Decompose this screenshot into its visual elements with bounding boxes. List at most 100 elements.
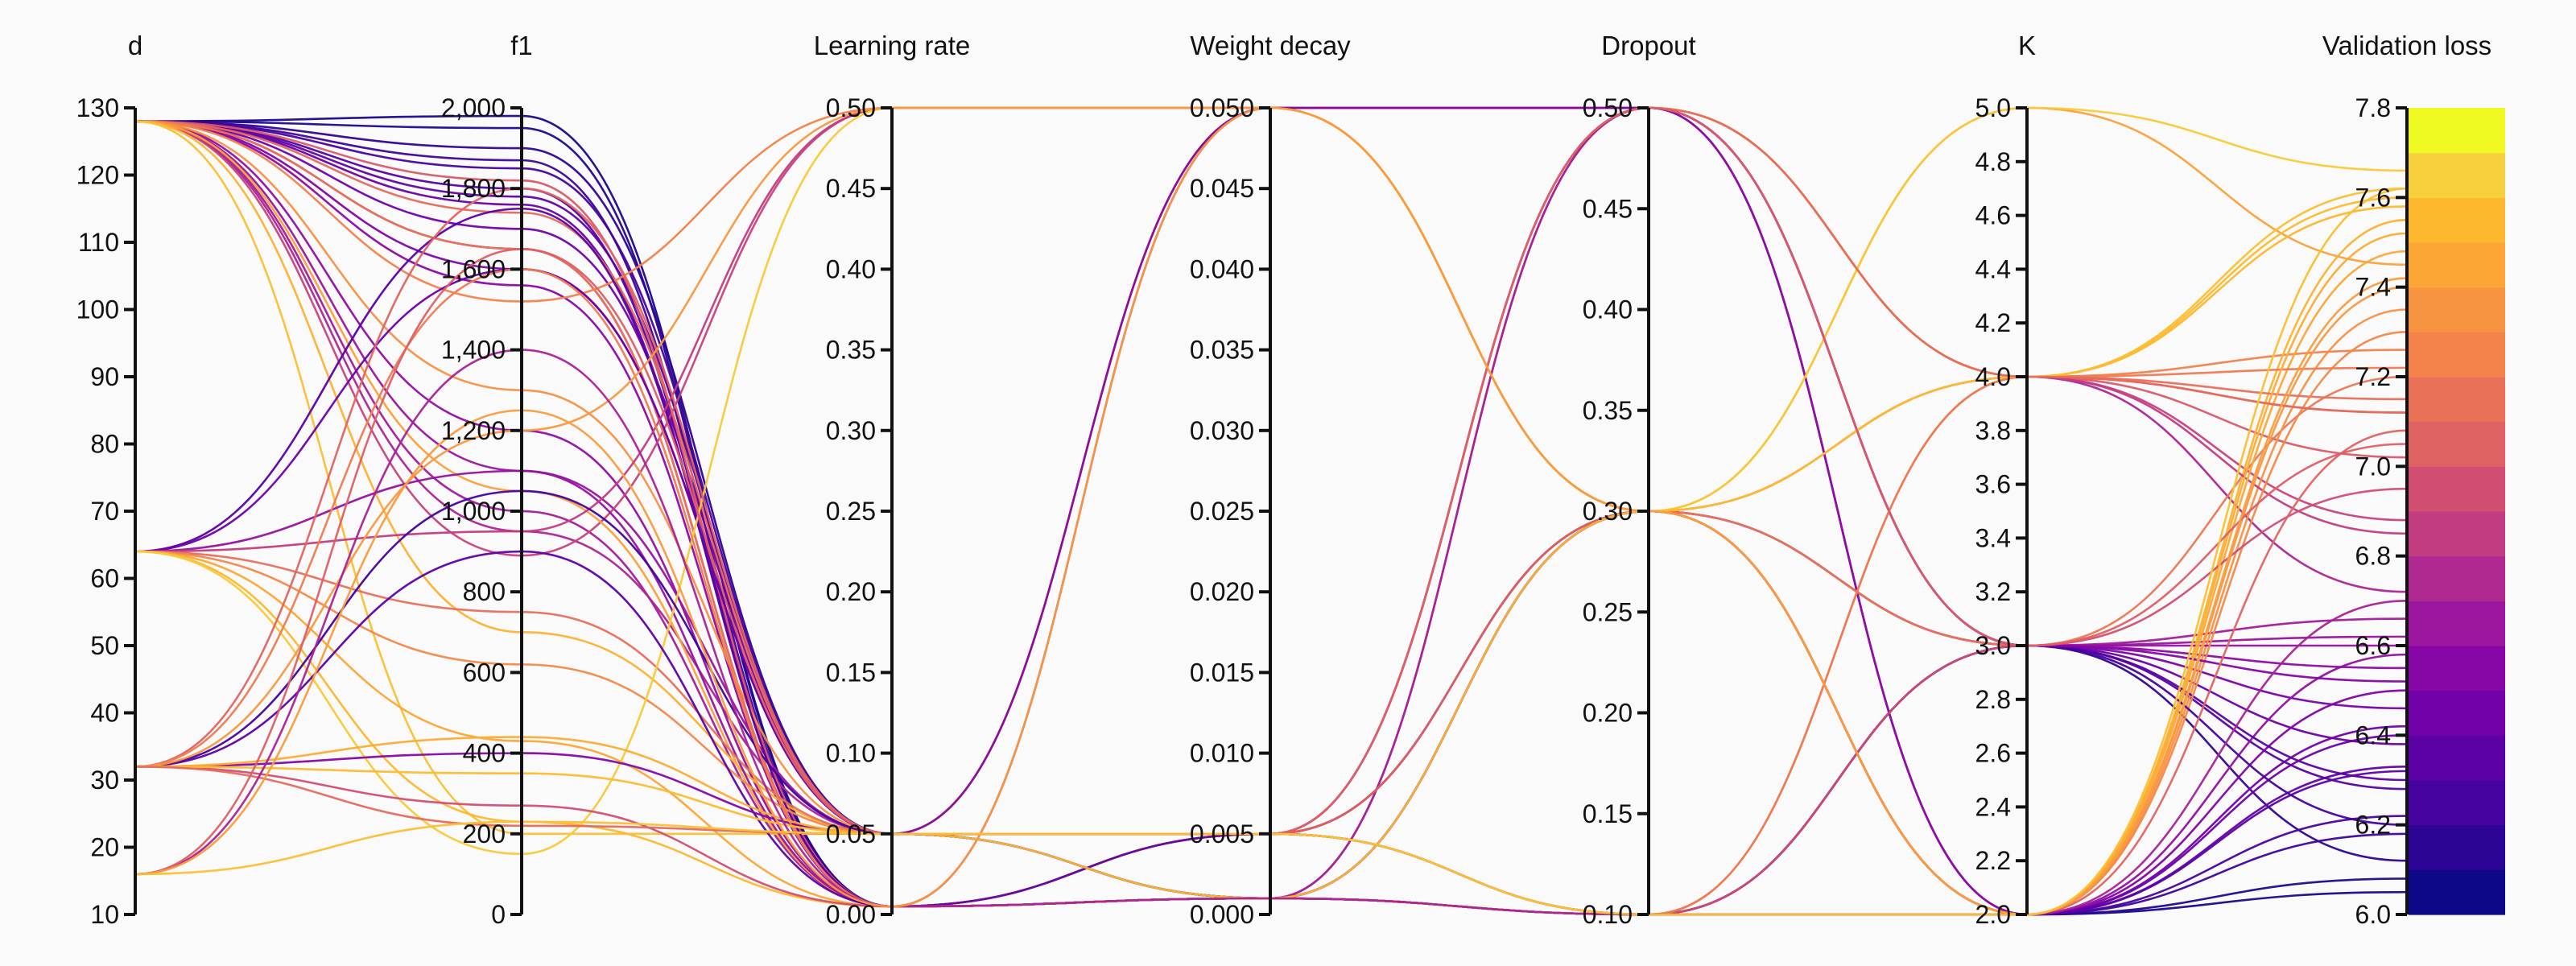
axis-0: d 10 20 30 40 50 60 70 80 90 100 110 120 130 [76, 31, 143, 929]
colorbar-segment [2409, 869, 2505, 915]
tick-label: 0.020 [1190, 577, 1254, 606]
axis-title: Dropout [1601, 31, 1695, 60]
tick-label: 0.40 [1583, 295, 1633, 324]
tick-label: 0.35 [1583, 396, 1633, 425]
tick-label: 70 [90, 497, 119, 526]
tick-label: 0.035 [1190, 336, 1254, 365]
tick-label: 0.045 [1190, 174, 1254, 203]
tick-label: 0.005 [1190, 819, 1254, 848]
tick-label: 2.2 [1975, 846, 2011, 875]
tick-label: 1,400 [441, 336, 506, 365]
tick-label: 7.4 [2355, 273, 2391, 302]
axis-title: Weight decay [1190, 31, 1351, 60]
tick-label: 6.2 [2355, 811, 2391, 840]
tick-label: 0.10 [1583, 900, 1633, 929]
colorbar-segment [2409, 108, 2505, 154]
tick-label: 0.50 [826, 93, 876, 122]
tick-label: 2,000 [441, 93, 506, 122]
tick-label: 7.8 [2355, 93, 2391, 122]
axes-layer: d 10 20 30 40 50 60 70 80 90 100 110 120 130 f1 0 200 400… [76, 31, 2492, 929]
tick-label: 0.45 [1583, 194, 1633, 223]
colorbar-segment [2409, 601, 2505, 646]
tick-label: 60 [90, 564, 119, 593]
tick-label: 1,200 [441, 416, 506, 445]
tick-label: 0.25 [1583, 597, 1633, 626]
axis-title: Learning rate [814, 31, 970, 60]
colorbar-segment [2409, 690, 2505, 736]
tick-label: 1,000 [441, 497, 506, 526]
tick-label: 100 [76, 295, 119, 324]
tick-label: 0.30 [1583, 497, 1633, 526]
tick-label: 4.4 [1975, 254, 2011, 283]
tick-label: 1,800 [441, 174, 506, 203]
tick-label: 0.05 [826, 819, 876, 848]
tick-label: 6.6 [2355, 631, 2391, 660]
tick-label: 5.0 [1975, 93, 2011, 122]
tick-label: 200 [463, 819, 506, 848]
axis-1: f1 0 200 400 600 800 1,000 1,200 1,400 1,600 1,800… [441, 31, 533, 929]
tick-label: 6.8 [2355, 542, 2391, 571]
tick-label: 7.2 [2355, 362, 2391, 391]
tick-label: 0.35 [826, 336, 876, 365]
tick-label: 1,600 [441, 254, 506, 283]
axis-3: Weight decay 0.000 0.005 0.010 0.015 0.020 0.0… [1190, 31, 1351, 929]
tick-label: 130 [76, 93, 119, 122]
axis-title: d [128, 31, 142, 60]
colorbar-segment [2409, 824, 2505, 870]
tick-label: 7.6 [2355, 183, 2391, 212]
colorbar-segment [2409, 466, 2505, 512]
tick-label: 3.2 [1975, 577, 2011, 606]
tick-label: 0.30 [826, 416, 876, 445]
tick-label: 6.4 [2355, 720, 2391, 749]
tick-label: 6.0 [2355, 900, 2391, 929]
colorbar-segment [2409, 511, 2505, 557]
tick-label: 0.10 [826, 739, 876, 768]
tick-label: 0.15 [826, 658, 876, 687]
colorbar-segment [2409, 735, 2505, 781]
tick-label: 3.0 [1975, 631, 2011, 660]
axis-title: K [2018, 31, 2036, 60]
tick-label: 400 [463, 739, 506, 768]
colorbar-segment [2409, 332, 2505, 378]
tick-label: 40 [90, 699, 119, 728]
axis-title: Validation loss [2322, 31, 2491, 60]
tick-label: 20 [90, 833, 119, 862]
tick-label: 0.40 [826, 254, 876, 283]
tick-label: 2.6 [1975, 739, 2011, 768]
colorbar-segment [2409, 555, 2505, 601]
axis-title: f1 [510, 31, 533, 60]
tick-label: 2.0 [1975, 900, 2011, 929]
tick-label: 0.20 [826, 577, 876, 606]
tick-label: 0.00 [826, 900, 876, 929]
tick-label: 800 [463, 577, 506, 606]
colorbar-segment [2409, 197, 2505, 243]
tick-label: 7.0 [2355, 452, 2391, 481]
colorbar-segment [2409, 377, 2505, 423]
tick-label: 0.025 [1190, 497, 1254, 526]
colorbar-segment [2409, 421, 2505, 467]
tick-label: 0.030 [1190, 416, 1254, 445]
tick-label: 2.4 [1975, 792, 2011, 821]
tick-label: 0.50 [1583, 93, 1633, 122]
tick-label: 3.6 [1975, 470, 2011, 499]
tick-label: 0.15 [1583, 799, 1633, 828]
axis-2: Learning rate 0.00 0.05 0.10 0.15 0.20 0.25 0.3… [814, 31, 970, 929]
tick-label: 10 [90, 900, 119, 929]
axis-4: Dropout 0.10 0.15 0.20 0.25 0.30 0.35 0.40 0.45 0… [1583, 31, 1696, 929]
tick-label: 4.2 [1975, 308, 2011, 337]
tick-label: 120 [76, 161, 119, 190]
series-line-44 [134, 349, 2408, 916]
tick-label: 0.010 [1190, 739, 1254, 768]
series-line-47 [134, 187, 2408, 916]
tick-label: 3.4 [1975, 523, 2011, 552]
tick-label: 4.8 [1975, 147, 2011, 176]
tick-label: 0.040 [1190, 254, 1254, 283]
tick-label: 0.25 [826, 497, 876, 526]
colorbar-segment [2409, 242, 2505, 288]
series-line-45 [134, 106, 2408, 876]
colorbar-segment [2409, 780, 2505, 826]
tick-label: 2.8 [1975, 685, 2011, 714]
tick-label: 600 [463, 658, 506, 687]
colorbar-segment [2409, 287, 2505, 332]
tick-label: 4.0 [1975, 362, 2011, 391]
